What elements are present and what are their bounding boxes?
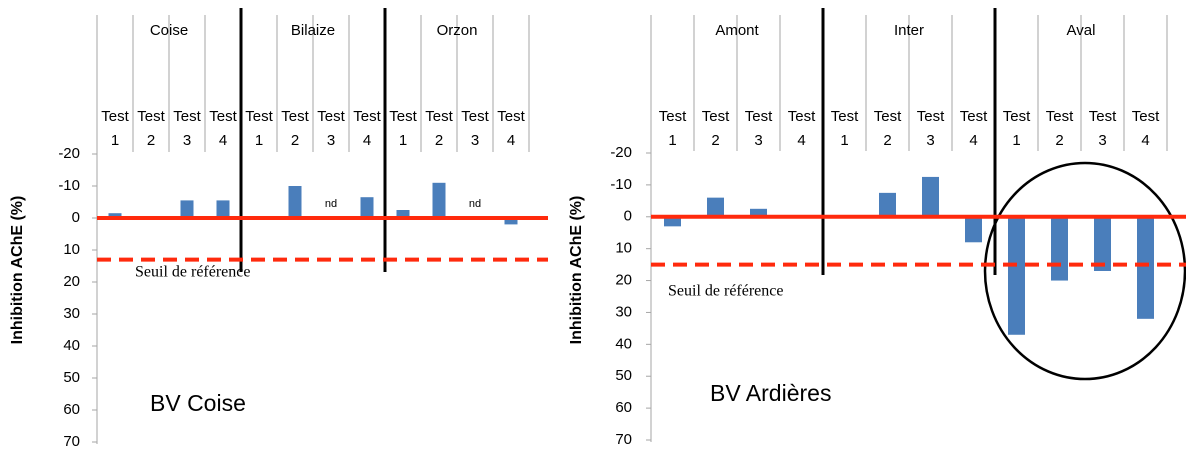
group-label: Orzon — [437, 22, 478, 39]
bar — [360, 197, 374, 218]
group-label: Inter — [894, 22, 924, 39]
bar — [432, 182, 446, 218]
bar — [707, 197, 724, 217]
bar — [879, 192, 896, 217]
bar — [750, 208, 767, 217]
y-tick-label: 60 — [63, 401, 80, 418]
x-tick-label: Test 3 — [916, 108, 945, 149]
threshold-label: Seuil de référence — [668, 283, 783, 300]
x-tick-label: Test 4 — [353, 108, 381, 149]
chart-title: BV Coise — [150, 390, 246, 416]
y-tick-label: 50 — [615, 367, 632, 384]
highlight-circle — [983, 161, 1186, 381]
y-tick-label: 60 — [615, 399, 632, 416]
y-axis-label: Inhibition AChE (%) — [568, 196, 585, 345]
x-tick-label: Test 2 — [425, 108, 453, 149]
x-tick-label: Test 3 — [1088, 108, 1117, 149]
bar — [504, 218, 518, 225]
y-tick-label: 20 — [63, 273, 80, 290]
group-label: Coise — [150, 22, 188, 39]
bar — [288, 186, 302, 218]
y-tick-label: 70 — [63, 433, 80, 450]
y-tick-label: 10 — [615, 240, 632, 257]
group-label: Bilaize — [291, 22, 335, 39]
value-label: nd — [469, 198, 481, 210]
x-tick-label: Test 4 — [787, 108, 816, 149]
y-tick-label: 10 — [63, 241, 80, 258]
x-tick-label: Test 4 — [209, 108, 237, 149]
x-tick-label: Test 2 — [137, 108, 165, 149]
x-tick-label: Test 1 — [389, 108, 417, 149]
y-tick-label: 50 — [63, 369, 80, 386]
y-tick-label: 0 — [72, 209, 80, 226]
bar — [1137, 216, 1154, 319]
x-tick-label: Test 2 — [701, 108, 730, 149]
y-tick-label: -10 — [610, 176, 632, 193]
y-tick-label: 30 — [615, 303, 632, 320]
bar — [1008, 216, 1025, 335]
x-tick-label: Test 1 — [658, 108, 687, 149]
x-tick-label: Test 3 — [173, 108, 201, 149]
x-tick-label: Test 2 — [281, 108, 309, 149]
group-label: Aval — [1067, 22, 1096, 39]
group-label: Amont — [715, 22, 759, 39]
y-tick-label: 20 — [615, 272, 632, 289]
x-tick-label: Test 3 — [461, 108, 489, 149]
y-tick-label: 40 — [63, 337, 80, 354]
bar — [1051, 216, 1068, 281]
y-tick-label: 40 — [615, 335, 632, 352]
x-tick-label: Test 4 — [497, 108, 525, 149]
y-axis-label: Inhibition AChE (%) — [9, 196, 26, 345]
bar — [396, 210, 410, 218]
y-tick-label: 0 — [624, 208, 632, 225]
y-tick-label: -20 — [610, 144, 632, 161]
x-tick-label: Test 4 — [959, 108, 988, 149]
chart-title: BV Ardières — [710, 380, 831, 406]
bar — [965, 216, 982, 243]
x-tick-label: Test 3 — [317, 108, 345, 149]
value-label: nd — [325, 198, 337, 210]
x-tick-label: Test 1 — [830, 108, 859, 149]
x-tick-label: Test 1 — [1002, 108, 1031, 149]
x-tick-label: Test 3 — [744, 108, 773, 149]
y-tick-label: -20 — [58, 145, 80, 162]
y-tick-label: -10 — [58, 177, 80, 194]
bar — [664, 216, 681, 227]
bar — [108, 213, 122, 218]
x-tick-label: Test 1 — [101, 108, 129, 149]
bar — [922, 176, 939, 217]
x-tick-label: Test 4 — [1131, 108, 1160, 149]
bar — [216, 200, 230, 218]
x-tick-label: Test 1 — [245, 108, 273, 149]
x-tick-label: Test 2 — [873, 108, 902, 149]
bar — [1094, 216, 1111, 271]
bar — [180, 200, 194, 218]
y-tick-label: 70 — [615, 431, 632, 448]
x-tick-label: Test 2 — [1045, 108, 1074, 149]
threshold-label: Seuil de référence — [135, 264, 250, 281]
y-tick-label: 30 — [63, 305, 80, 322]
